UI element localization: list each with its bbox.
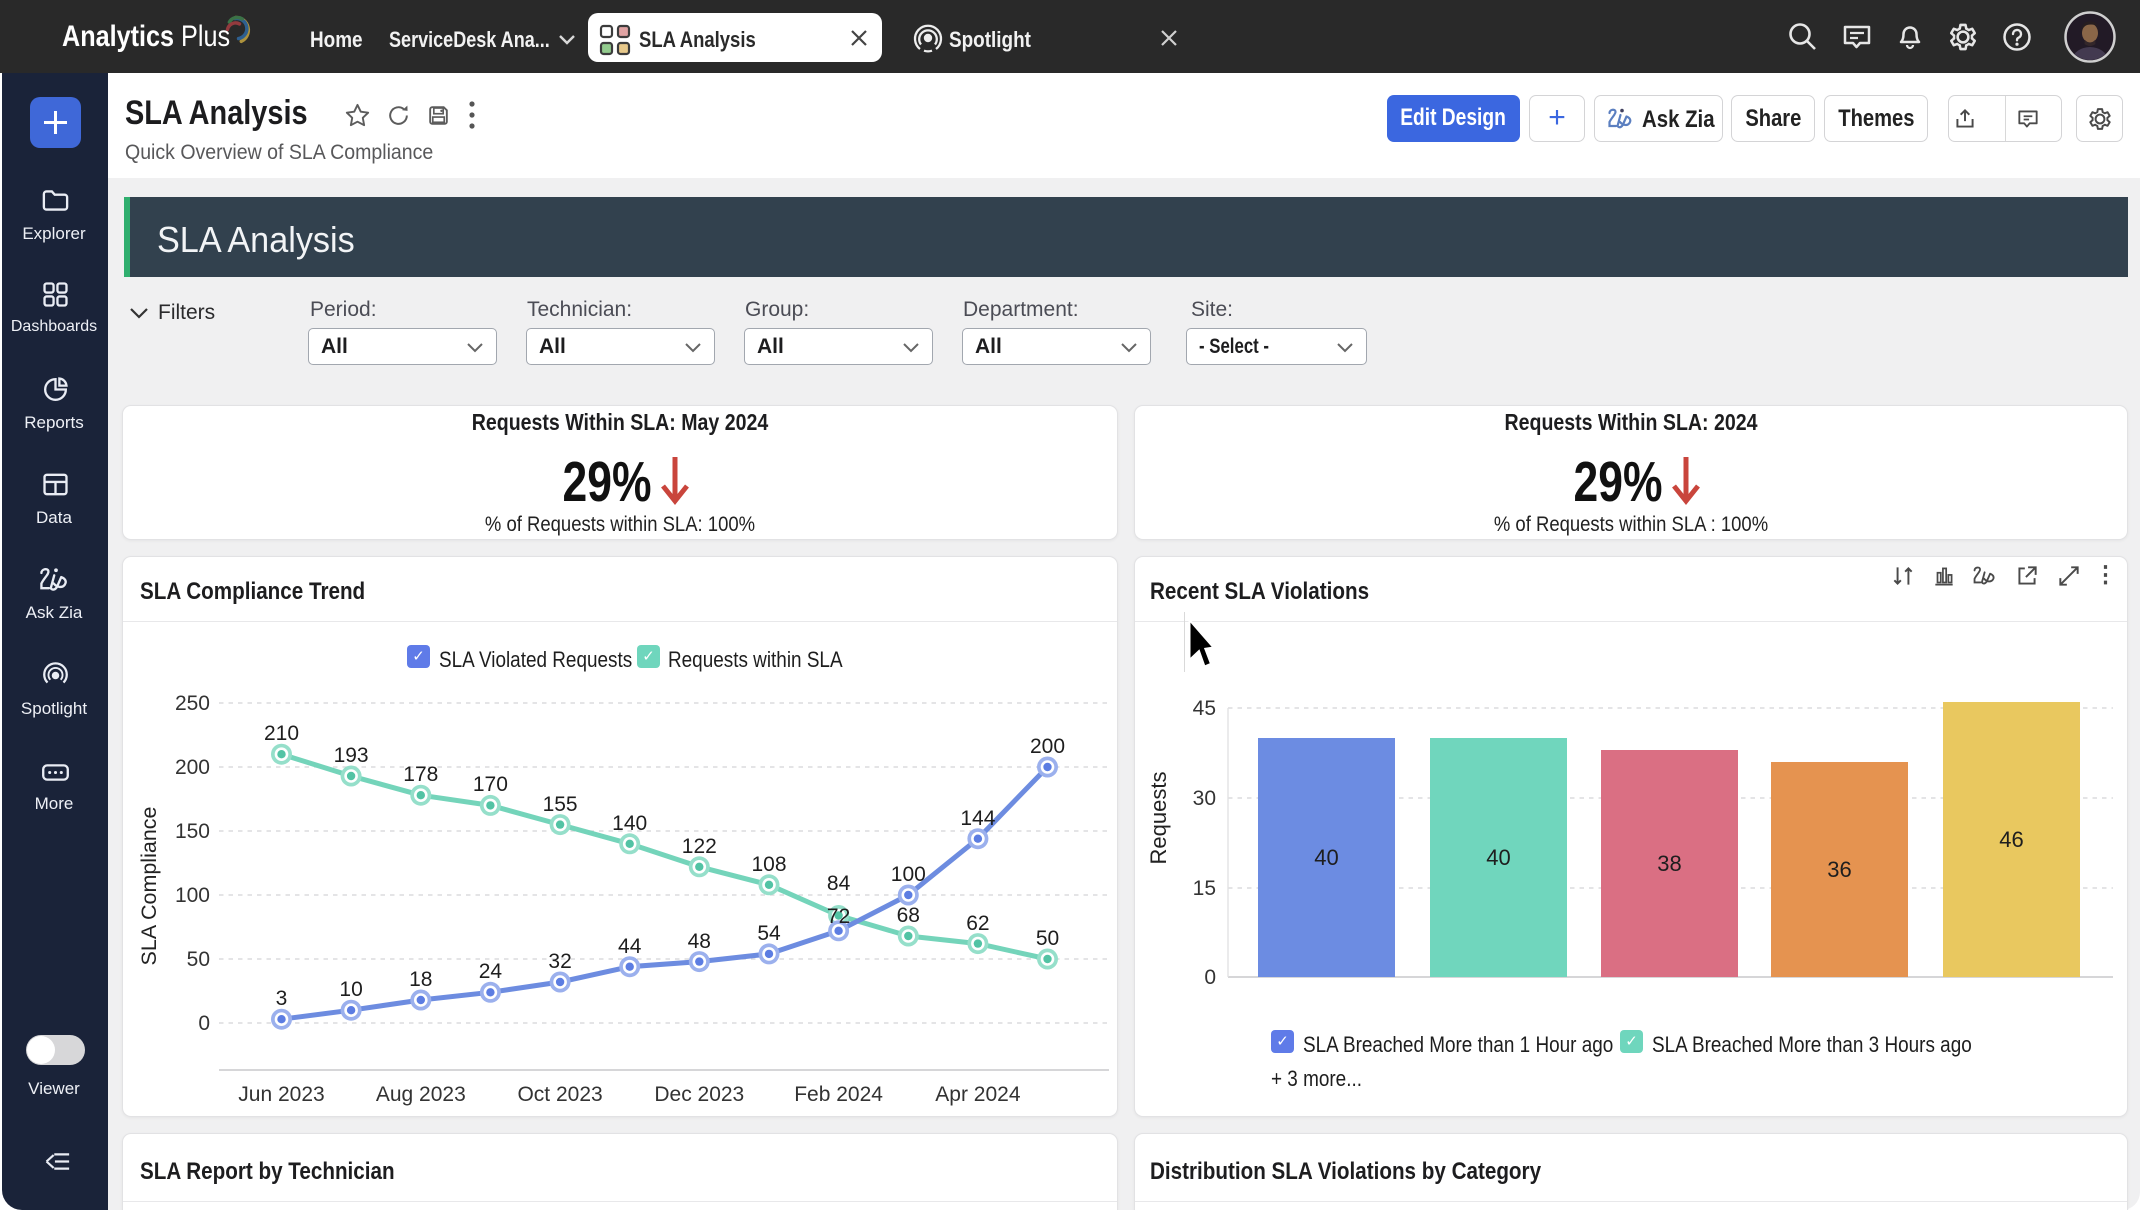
svg-text:Feb 2024: Feb 2024 [794, 1083, 883, 1106]
svg-text:140: 140 [612, 812, 647, 835]
svg-text:0: 0 [198, 1012, 210, 1035]
svg-text:193: 193 [334, 744, 369, 767]
svg-text:SLA Compliance: SLA Compliance [137, 807, 161, 966]
svg-text:50: 50 [1036, 927, 1059, 950]
svg-text:200: 200 [175, 756, 210, 779]
svg-text:15: 15 [1193, 877, 1216, 900]
svg-text:44: 44 [618, 935, 642, 958]
svg-text:46: 46 [1999, 827, 2023, 852]
svg-text:32: 32 [548, 950, 571, 973]
svg-text:100: 100 [175, 884, 210, 907]
svg-text:0: 0 [1204, 966, 1216, 989]
svg-text:50: 50 [187, 948, 210, 971]
svg-text:200: 200 [1030, 735, 1065, 758]
svg-text:Dec 2023: Dec 2023 [654, 1083, 744, 1106]
svg-text:Oct 2023: Oct 2023 [517, 1083, 602, 1106]
svg-text:30: 30 [1193, 787, 1216, 810]
svg-text:62: 62 [966, 912, 989, 935]
svg-text:84: 84 [827, 872, 851, 895]
svg-text:178: 178 [403, 763, 438, 786]
svg-text:38: 38 [1657, 851, 1681, 876]
svg-text:Apr 2024: Apr 2024 [935, 1083, 1021, 1106]
svg-text:Requests: Requests [1146, 772, 1171, 865]
svg-text:210: 210 [264, 722, 299, 745]
svg-text:10: 10 [339, 978, 362, 1001]
svg-text:144: 144 [960, 807, 995, 830]
svg-text:36: 36 [1827, 857, 1851, 882]
svg-text:40: 40 [1314, 845, 1338, 870]
svg-text:150: 150 [175, 820, 210, 843]
svg-text:3: 3 [276, 987, 288, 1010]
svg-text:24: 24 [479, 960, 503, 983]
svg-text:54: 54 [757, 922, 781, 945]
svg-text:18: 18 [409, 968, 432, 991]
svg-text:155: 155 [543, 793, 578, 816]
svg-text:122: 122 [682, 835, 717, 858]
svg-text:40: 40 [1486, 845, 1510, 870]
svg-text:Jun 2023: Jun 2023 [238, 1083, 324, 1106]
svg-text:250: 250 [175, 692, 210, 715]
svg-text:45: 45 [1193, 697, 1216, 720]
svg-text:Aug 2023: Aug 2023 [376, 1083, 466, 1106]
svg-text:108: 108 [751, 853, 786, 876]
svg-text:68: 68 [897, 904, 920, 927]
svg-text:72: 72 [827, 905, 850, 928]
svg-text:170: 170 [473, 773, 508, 796]
svg-text:48: 48 [688, 930, 711, 953]
svg-text:100: 100 [891, 863, 926, 886]
